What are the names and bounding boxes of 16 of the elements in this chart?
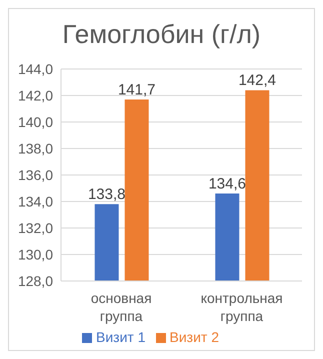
y-tick-label: 140,0	[18, 114, 54, 130]
chart-title: Гемоглобин (г/л)	[61, 19, 262, 51]
legend-label: Визит 1	[96, 329, 146, 345]
x-tick-label: основная группа	[90, 290, 152, 324]
y-tick-label: 134,0	[18, 193, 54, 210]
x-tick-label: контрольная группа	[200, 290, 283, 324]
y-tick-label: 136,0	[18, 166, 54, 183]
data-label: 141,7	[118, 81, 156, 98]
legend-label: Визит 2	[170, 329, 219, 345]
y-tick-label: 138,0	[18, 140, 54, 156]
y-tick-label: 142,0	[18, 87, 54, 104]
y-tick-label: 130,0	[18, 246, 54, 262]
data-label: 142,4	[238, 72, 276, 90]
y-tick-label: 132,0	[18, 220, 54, 236]
y-tick-label: 144,0	[18, 60, 54, 77]
y-tick-label: 128,0	[18, 272, 54, 289]
